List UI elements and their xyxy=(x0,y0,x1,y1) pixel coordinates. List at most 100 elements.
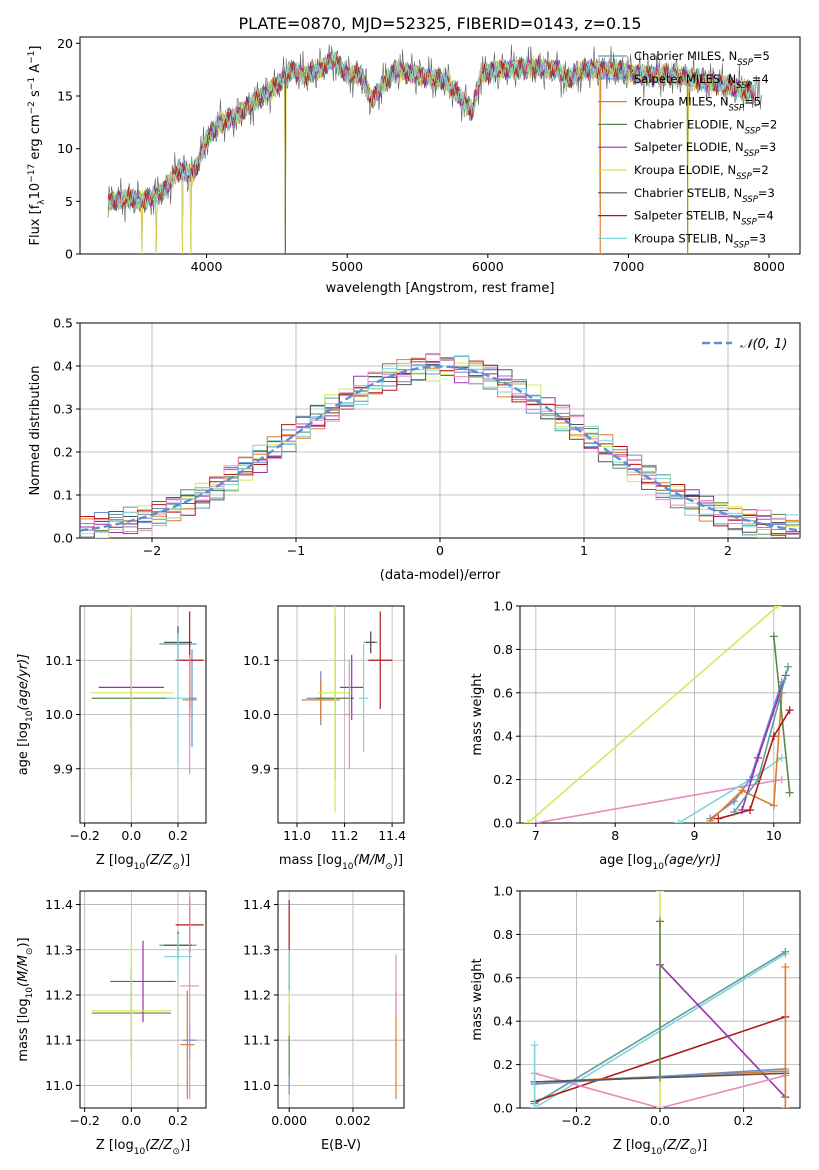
spectrum-ylabel: Flux [fλ10−17 erg cm−2 s−1 A−1] xyxy=(27,46,47,246)
massweight_vs_age-lines xyxy=(523,606,794,823)
massweight_vs_Z-marker xyxy=(530,1104,539,1108)
age_vs_mass-ytick-label: 9.9 xyxy=(251,761,271,776)
massweight_vs_age-series-line xyxy=(741,675,787,811)
massweight_vs_age-xlabel: age [log10(age/yr)] xyxy=(599,853,721,872)
age_vs_mass-errorbar xyxy=(344,660,355,769)
massweight_vs_Z-ytick-label: 0.8 xyxy=(493,927,513,942)
residuals-ytick-label: 0.2 xyxy=(53,445,73,460)
massweight_vs_age-series-line xyxy=(527,606,779,823)
massweight_vs_age-marker xyxy=(785,706,794,715)
age_vs_mass-ytick-label: 10.0 xyxy=(243,707,271,722)
residuals-xtick-label: 2 xyxy=(724,543,732,558)
spectrum-lines xyxy=(107,44,763,254)
massweight_vs_Z-ytick-label: 0.2 xyxy=(493,1057,513,1072)
age_vs_Z-xlabel: Z [log10(Z/Z⊙)] xyxy=(96,853,190,872)
massweight_vs_age-marker xyxy=(714,814,723,823)
spectrum-frame xyxy=(79,36,801,255)
residuals-xtick-label: 0 xyxy=(436,543,444,558)
legend-entry: Kroupa ELODIE, NSSP=2 xyxy=(634,163,769,182)
massweight_vs_Z-axes: −0.2 0.0 0.2 0.0 0.2 0.4 0.6 0.8 1.0 xyxy=(493,884,801,1128)
age_vs_mass-xtick-label: 11.2 xyxy=(331,828,359,843)
massweight_vs_Z-xtick-label: −0.2 xyxy=(561,1113,591,1128)
massweight_vs_age-axes: 7 8 9 10 0.0 0.2 0.4 0.6 0.8 1.0 xyxy=(493,599,801,843)
residuals-legend-label: 𝒩(0, 1) xyxy=(740,337,787,352)
massweight_vs_age-marker xyxy=(753,775,762,784)
mass_vs_Z-axes: −0.2 0.0 0.2 11.0 11.1 11.2 11.3 11.4 xyxy=(45,890,207,1128)
mass_vs_Z-xtick-label: 0.2 xyxy=(168,1113,188,1128)
spectrum-ytick-label: 15 xyxy=(57,88,73,103)
normal-curve xyxy=(80,365,798,532)
massweight_vs_Z-marker xyxy=(656,1104,664,1108)
age_vs_mass-errorbar xyxy=(368,611,393,710)
massweight_vs_Z-ylabel: mass weight xyxy=(470,958,485,1040)
residuals-ytick-label: 0.4 xyxy=(53,359,73,374)
mass_vs_Z-errorbar xyxy=(180,990,195,1099)
massweight_vs_age-xtick-label: 8 xyxy=(611,828,619,843)
massweight_vs_age-ytick-label: 0.8 xyxy=(493,642,513,657)
massweight_vs_age-series-line xyxy=(709,692,783,822)
massweight_vs_age-ylabel: mass weight xyxy=(470,673,485,755)
spectrum-axes: 4000 5000 6000 7000 8000 0 5 10 15 20 xyxy=(57,36,801,274)
spectrum-series-line xyxy=(107,44,763,254)
age_vs_mass-errorbar xyxy=(339,654,364,720)
legend-entry: Chabrier MILES, NSSP=5 xyxy=(634,49,770,68)
residuals-ylabel: Normed distribution xyxy=(28,366,43,496)
massweight_vs_age-marker xyxy=(674,819,683,823)
mass_vs_EBV-ytick-label: 11.2 xyxy=(243,987,271,1002)
residual-hist-series xyxy=(80,354,800,535)
mass_vs_Z-errorbar xyxy=(91,942,171,1079)
mass_vs_Z-frame xyxy=(79,890,207,1109)
massweight_vs_age-marker xyxy=(706,816,715,823)
mass_vs_EBV-xtick-label: 0.000 xyxy=(271,1113,307,1128)
age_vs_Z-errorbar xyxy=(187,654,192,775)
mass_vs_Z-ylabel-group: mass [log10(M/M⊙)] xyxy=(16,937,35,1061)
mass_vs_Z-ytick-label: 11.2 xyxy=(45,987,73,1002)
massweight_vs_age-marker xyxy=(730,808,739,817)
age_vs_mass-errorbar xyxy=(318,606,352,813)
residuals-ytick-label: 0.3 xyxy=(53,402,73,417)
mass_vs_Z-errorbar xyxy=(180,891,199,1099)
massweight_vs_Z-marker xyxy=(656,1073,664,1082)
spectrum-series-line xyxy=(107,52,755,212)
massweight_vs_Z-xtick-label: 0.0 xyxy=(650,1113,670,1128)
mass_vs_EBV-frame xyxy=(277,890,405,1109)
mass_vs_Z-ytick-label: 11.0 xyxy=(45,1078,73,1093)
massweight_vs_age-series-line xyxy=(535,778,782,823)
mass_vs_EBV-ytick-label: 11.4 xyxy=(243,897,271,912)
massweight_vs_age-marker xyxy=(777,775,786,784)
age_vs_Z-errorbar xyxy=(89,606,174,807)
residuals-xtick-label: 1 xyxy=(580,543,588,558)
residuals-xtick-label: −2 xyxy=(143,543,161,558)
mass_vs_Z-xtick-label: 0.0 xyxy=(121,1113,141,1128)
massweight_vs_age-marker xyxy=(777,753,786,762)
spectrum-xtick-label: 5000 xyxy=(331,259,363,274)
massweight_vs_Z-marker xyxy=(656,891,664,895)
massweight_vs_age-marker xyxy=(738,786,747,795)
residuals-xlabel: (data-model)/error xyxy=(380,568,501,583)
age_vs_mass-errorbar xyxy=(301,678,340,722)
massweight_vs_Z-ytick-label: 0.0 xyxy=(493,1101,513,1116)
age_vs_Z-ylabel-group: age [log10(age/yr)] xyxy=(16,654,35,776)
massweight_vs_age-marker xyxy=(746,805,755,814)
massweight_vs_age-series-line xyxy=(678,757,783,823)
spectrum-legend: Chabrier MILES, NSSP=5 Salpeter MILES, NS… xyxy=(598,49,777,250)
massweight_vs_age-marker xyxy=(523,819,532,823)
spectrum-ytick-label: 0 xyxy=(65,247,73,262)
spectrum-xtick-label: 7000 xyxy=(613,259,645,274)
spectrum-ytick-label: 20 xyxy=(57,36,73,51)
mass_vs_Z-ytick-label: 11.3 xyxy=(45,942,73,957)
massweight_vs_age-marker xyxy=(773,606,782,610)
legend-entry: Salpeter MILES, NSSP=4 xyxy=(634,72,769,91)
mass_vs_Z-xtick-label: −0.2 xyxy=(69,1113,99,1128)
massweight_vs_age-marker xyxy=(769,732,778,741)
massweight_vs_age-marker xyxy=(769,801,778,810)
age_vs_mass-errorbars xyxy=(301,606,393,813)
spectrum-xtick-label: 8000 xyxy=(753,259,785,274)
figure-title: PLATE=0870, MJD=52325, FIBERID=0143, z=0… xyxy=(238,14,641,33)
residual-hist-series xyxy=(80,362,800,538)
massweight_vs_age-ytick-label: 0.6 xyxy=(493,685,513,700)
mass_vs_Z-xlabel: Z [log10(Z/Z⊙)] xyxy=(96,1138,190,1157)
mass_vs_Z-errorbar xyxy=(110,940,176,1023)
